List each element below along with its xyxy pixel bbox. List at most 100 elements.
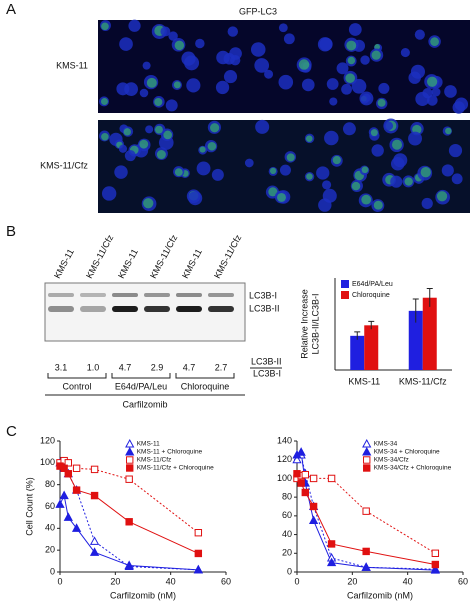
cell — [410, 64, 425, 79]
x-tick-label: KMS-11/Cfz — [399, 376, 447, 386]
group-bracket — [47, 373, 107, 379]
gfp — [332, 155, 341, 165]
y-tick-label: 140 — [277, 435, 292, 445]
group-label: E64d/PA/Leu — [115, 381, 167, 391]
cell — [431, 87, 441, 97]
cell — [279, 164, 291, 176]
gfp — [123, 128, 131, 136]
legend-label: KMS-34 + Chloroquine — [374, 449, 440, 456]
ratio: 1.0 — [87, 362, 100, 372]
cell — [319, 37, 333, 51]
legend-label: KMS-11/Cfz + Chloroquine — [137, 465, 214, 472]
marker — [89, 536, 100, 545]
marker — [296, 447, 306, 456]
ratio: 3.1 — [55, 362, 68, 372]
ratio: 4.7 — [119, 362, 132, 372]
marker — [326, 557, 337, 567]
cell — [441, 164, 454, 177]
band — [112, 293, 138, 297]
gfp — [404, 177, 413, 186]
gfp — [286, 153, 295, 162]
cell — [278, 74, 294, 90]
cell — [255, 119, 270, 134]
gfp — [391, 139, 403, 150]
cell — [326, 78, 339, 90]
lane-label: KMS-11 — [52, 247, 76, 280]
legend-swatch — [341, 280, 349, 288]
cell — [452, 101, 465, 114]
band-label: LC3B-I — [249, 290, 277, 300]
marker — [63, 512, 73, 521]
ratio-label: LC3B-I — [253, 368, 281, 378]
y-tick-label: 20 — [282, 548, 292, 558]
marker — [308, 515, 319, 525]
cell — [142, 61, 151, 70]
band — [80, 306, 106, 312]
gfp — [373, 200, 383, 210]
error-bar — [368, 320, 375, 330]
marker — [59, 490, 69, 500]
panel-label: B — [6, 223, 16, 240]
gfp — [154, 97, 163, 107]
marker — [430, 565, 440, 574]
y-tick-label: 0 — [287, 566, 292, 576]
lane-label: KMS-11/Cfz — [84, 233, 116, 280]
marker — [124, 560, 134, 569]
gfp — [377, 98, 386, 107]
cell — [211, 168, 224, 181]
lane-label: KMS-11 — [116, 247, 140, 280]
gfp — [420, 167, 431, 178]
y-tick-label: 40 — [282, 529, 292, 539]
lane-label: KMS-11/Cfz — [212, 233, 244, 280]
marker — [309, 502, 318, 511]
marker — [301, 488, 310, 497]
gfp — [374, 44, 380, 50]
lane-label: KMS-11 — [180, 247, 204, 280]
ratio: 2.9 — [151, 362, 164, 372]
gfp — [305, 135, 313, 142]
cell — [351, 78, 367, 94]
marker — [297, 479, 305, 487]
cell — [371, 144, 384, 157]
gfp — [173, 81, 181, 89]
cell — [336, 62, 349, 75]
marker — [292, 454, 302, 464]
cell — [324, 130, 339, 146]
gfp — [100, 97, 108, 105]
marker — [89, 547, 100, 556]
ratio: 4.7 — [183, 362, 196, 372]
marker — [126, 464, 134, 472]
band — [112, 306, 138, 312]
x-tick-label: 40 — [166, 576, 176, 586]
band — [208, 306, 234, 312]
marker — [55, 499, 65, 508]
y-axis-label: LC3B-II/LC3B-I — [310, 293, 320, 354]
marker — [71, 523, 82, 532]
marker — [90, 465, 99, 474]
marker — [362, 446, 372, 456]
cell — [283, 33, 295, 45]
gfp — [101, 132, 109, 141]
cell — [451, 173, 463, 185]
legend-label: Chloroquine — [352, 292, 390, 299]
cell — [118, 144, 128, 153]
gfp — [306, 173, 313, 180]
cell — [244, 158, 254, 168]
gfp — [174, 168, 183, 177]
gfp — [268, 187, 278, 197]
blot-bands — [48, 293, 234, 312]
y-tick-label: 100 — [40, 457, 55, 467]
cell — [227, 26, 238, 37]
gfp — [445, 127, 452, 135]
cell — [184, 55, 200, 71]
group-label: Control — [62, 381, 91, 391]
marker — [309, 474, 318, 483]
gfp — [154, 125, 163, 134]
gfp — [199, 146, 206, 153]
gfp — [143, 198, 154, 209]
marker — [72, 486, 81, 494]
bar — [408, 310, 423, 370]
marker — [361, 562, 371, 571]
cell — [196, 161, 211, 176]
band-label: LC3B-II — [249, 303, 280, 313]
